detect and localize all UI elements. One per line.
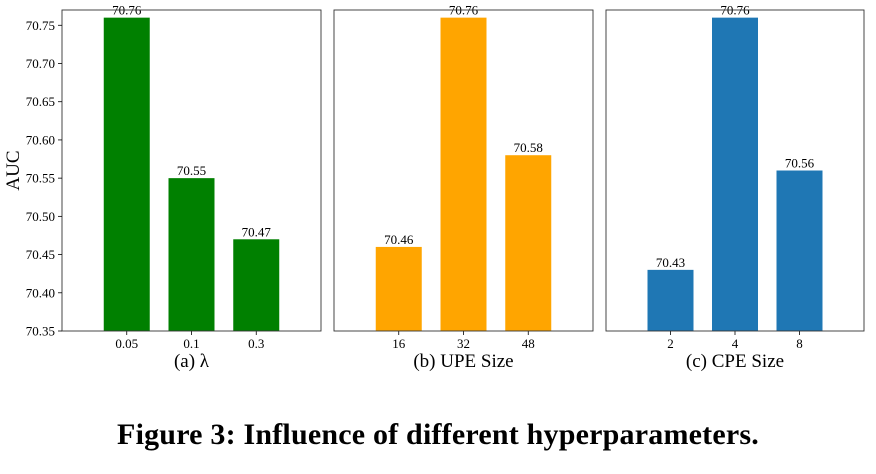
- y-axis-label: AUC: [3, 150, 24, 190]
- x-tick-label: 4: [732, 336, 739, 351]
- data-label: 70.46: [384, 232, 414, 247]
- x-tick-label: 32: [457, 336, 470, 351]
- bar-0.3: [233, 239, 280, 331]
- bar-48: [505, 155, 552, 331]
- bar-16: [375, 246, 422, 331]
- bar-32: [440, 17, 487, 332]
- x-tick-label: 0.05: [115, 336, 138, 351]
- y-tick-label: 70.55: [26, 171, 55, 186]
- y-tick-label: 70.40: [26, 285, 55, 300]
- y-tick-label: 70.60: [26, 132, 55, 147]
- data-label: 70.58: [514, 140, 543, 155]
- x-tick-label: 0.3: [248, 336, 264, 351]
- y-tick-label: 70.45: [26, 247, 55, 262]
- y-tick-label: 70.70: [26, 56, 55, 71]
- bar-0.05: [103, 17, 150, 332]
- panel-label: (b) UPE Size: [413, 351, 513, 372]
- x-tick-label: 48: [522, 336, 535, 351]
- x-tick-label: 2: [667, 336, 674, 351]
- x-tick-label: 0.1: [183, 336, 199, 351]
- plot-frame: [61, 9, 322, 332]
- plot-frame: [333, 9, 594, 332]
- bar-8: [776, 170, 823, 331]
- x-tick-label: 8: [796, 336, 803, 351]
- panel-label: (a) λ: [174, 351, 210, 372]
- figure-caption: Figure 3: Influence of different hyperpa…: [117, 418, 759, 451]
- bar-4: [712, 17, 758, 332]
- y-tick-label: 70.50: [26, 209, 55, 224]
- data-label: 70.55: [177, 163, 206, 178]
- data-label: 70.43: [656, 255, 685, 270]
- y-tick-label: 70.75: [26, 18, 55, 33]
- bar-0.1: [168, 178, 215, 331]
- y-tick-label: 70.35: [26, 324, 55, 339]
- x-tick-label: 16: [392, 336, 406, 351]
- bar-2: [647, 269, 694, 331]
- y-tick-label: 70.65: [26, 94, 55, 109]
- chart-panel-1: 70.760.0570.550.170.470.370.3570.4070.45…: [3, 3, 322, 372]
- data-label: 70.47: [242, 224, 272, 239]
- data-label: 70.56: [785, 156, 815, 171]
- panel-label: (c) CPE Size: [686, 351, 784, 372]
- plot-frame: [605, 9, 865, 332]
